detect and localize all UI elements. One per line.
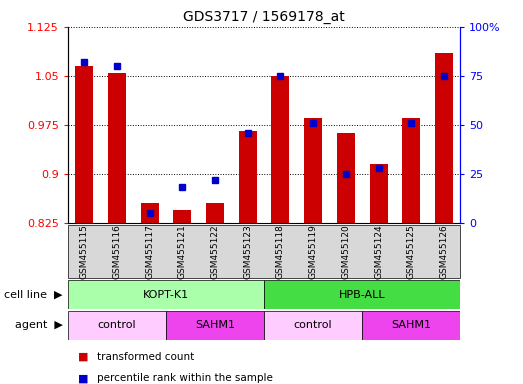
Text: SAHM1: SAHM1: [391, 320, 431, 331]
Bar: [435, 53, 453, 223]
Bar: [206, 203, 224, 223]
Title: GDS3717 / 1569178_at: GDS3717 / 1569178_at: [183, 10, 345, 25]
Bar: [370, 164, 388, 223]
Bar: [174, 210, 191, 223]
Bar: [271, 76, 289, 223]
Text: SAHM1: SAHM1: [195, 320, 235, 331]
Bar: [141, 203, 158, 223]
Text: control: control: [98, 320, 137, 331]
Text: control: control: [294, 320, 333, 331]
Bar: [304, 118, 322, 223]
Bar: [264, 280, 460, 309]
Bar: [68, 311, 166, 340]
Text: percentile rank within the sample: percentile rank within the sample: [97, 373, 272, 383]
Bar: [239, 131, 257, 223]
Bar: [75, 66, 93, 223]
Bar: [108, 73, 126, 223]
Text: ■: ■: [78, 352, 89, 362]
Text: KOPT-K1: KOPT-K1: [143, 290, 189, 300]
Bar: [402, 118, 420, 223]
Bar: [337, 132, 355, 223]
Bar: [68, 280, 264, 309]
Text: ■: ■: [78, 373, 89, 383]
Bar: [264, 311, 362, 340]
Text: transformed count: transformed count: [97, 352, 194, 362]
Bar: [166, 311, 264, 340]
Text: agent  ▶: agent ▶: [15, 320, 63, 331]
Text: HPB-ALL: HPB-ALL: [339, 290, 385, 300]
Bar: [362, 311, 460, 340]
Text: cell line  ▶: cell line ▶: [4, 290, 63, 300]
